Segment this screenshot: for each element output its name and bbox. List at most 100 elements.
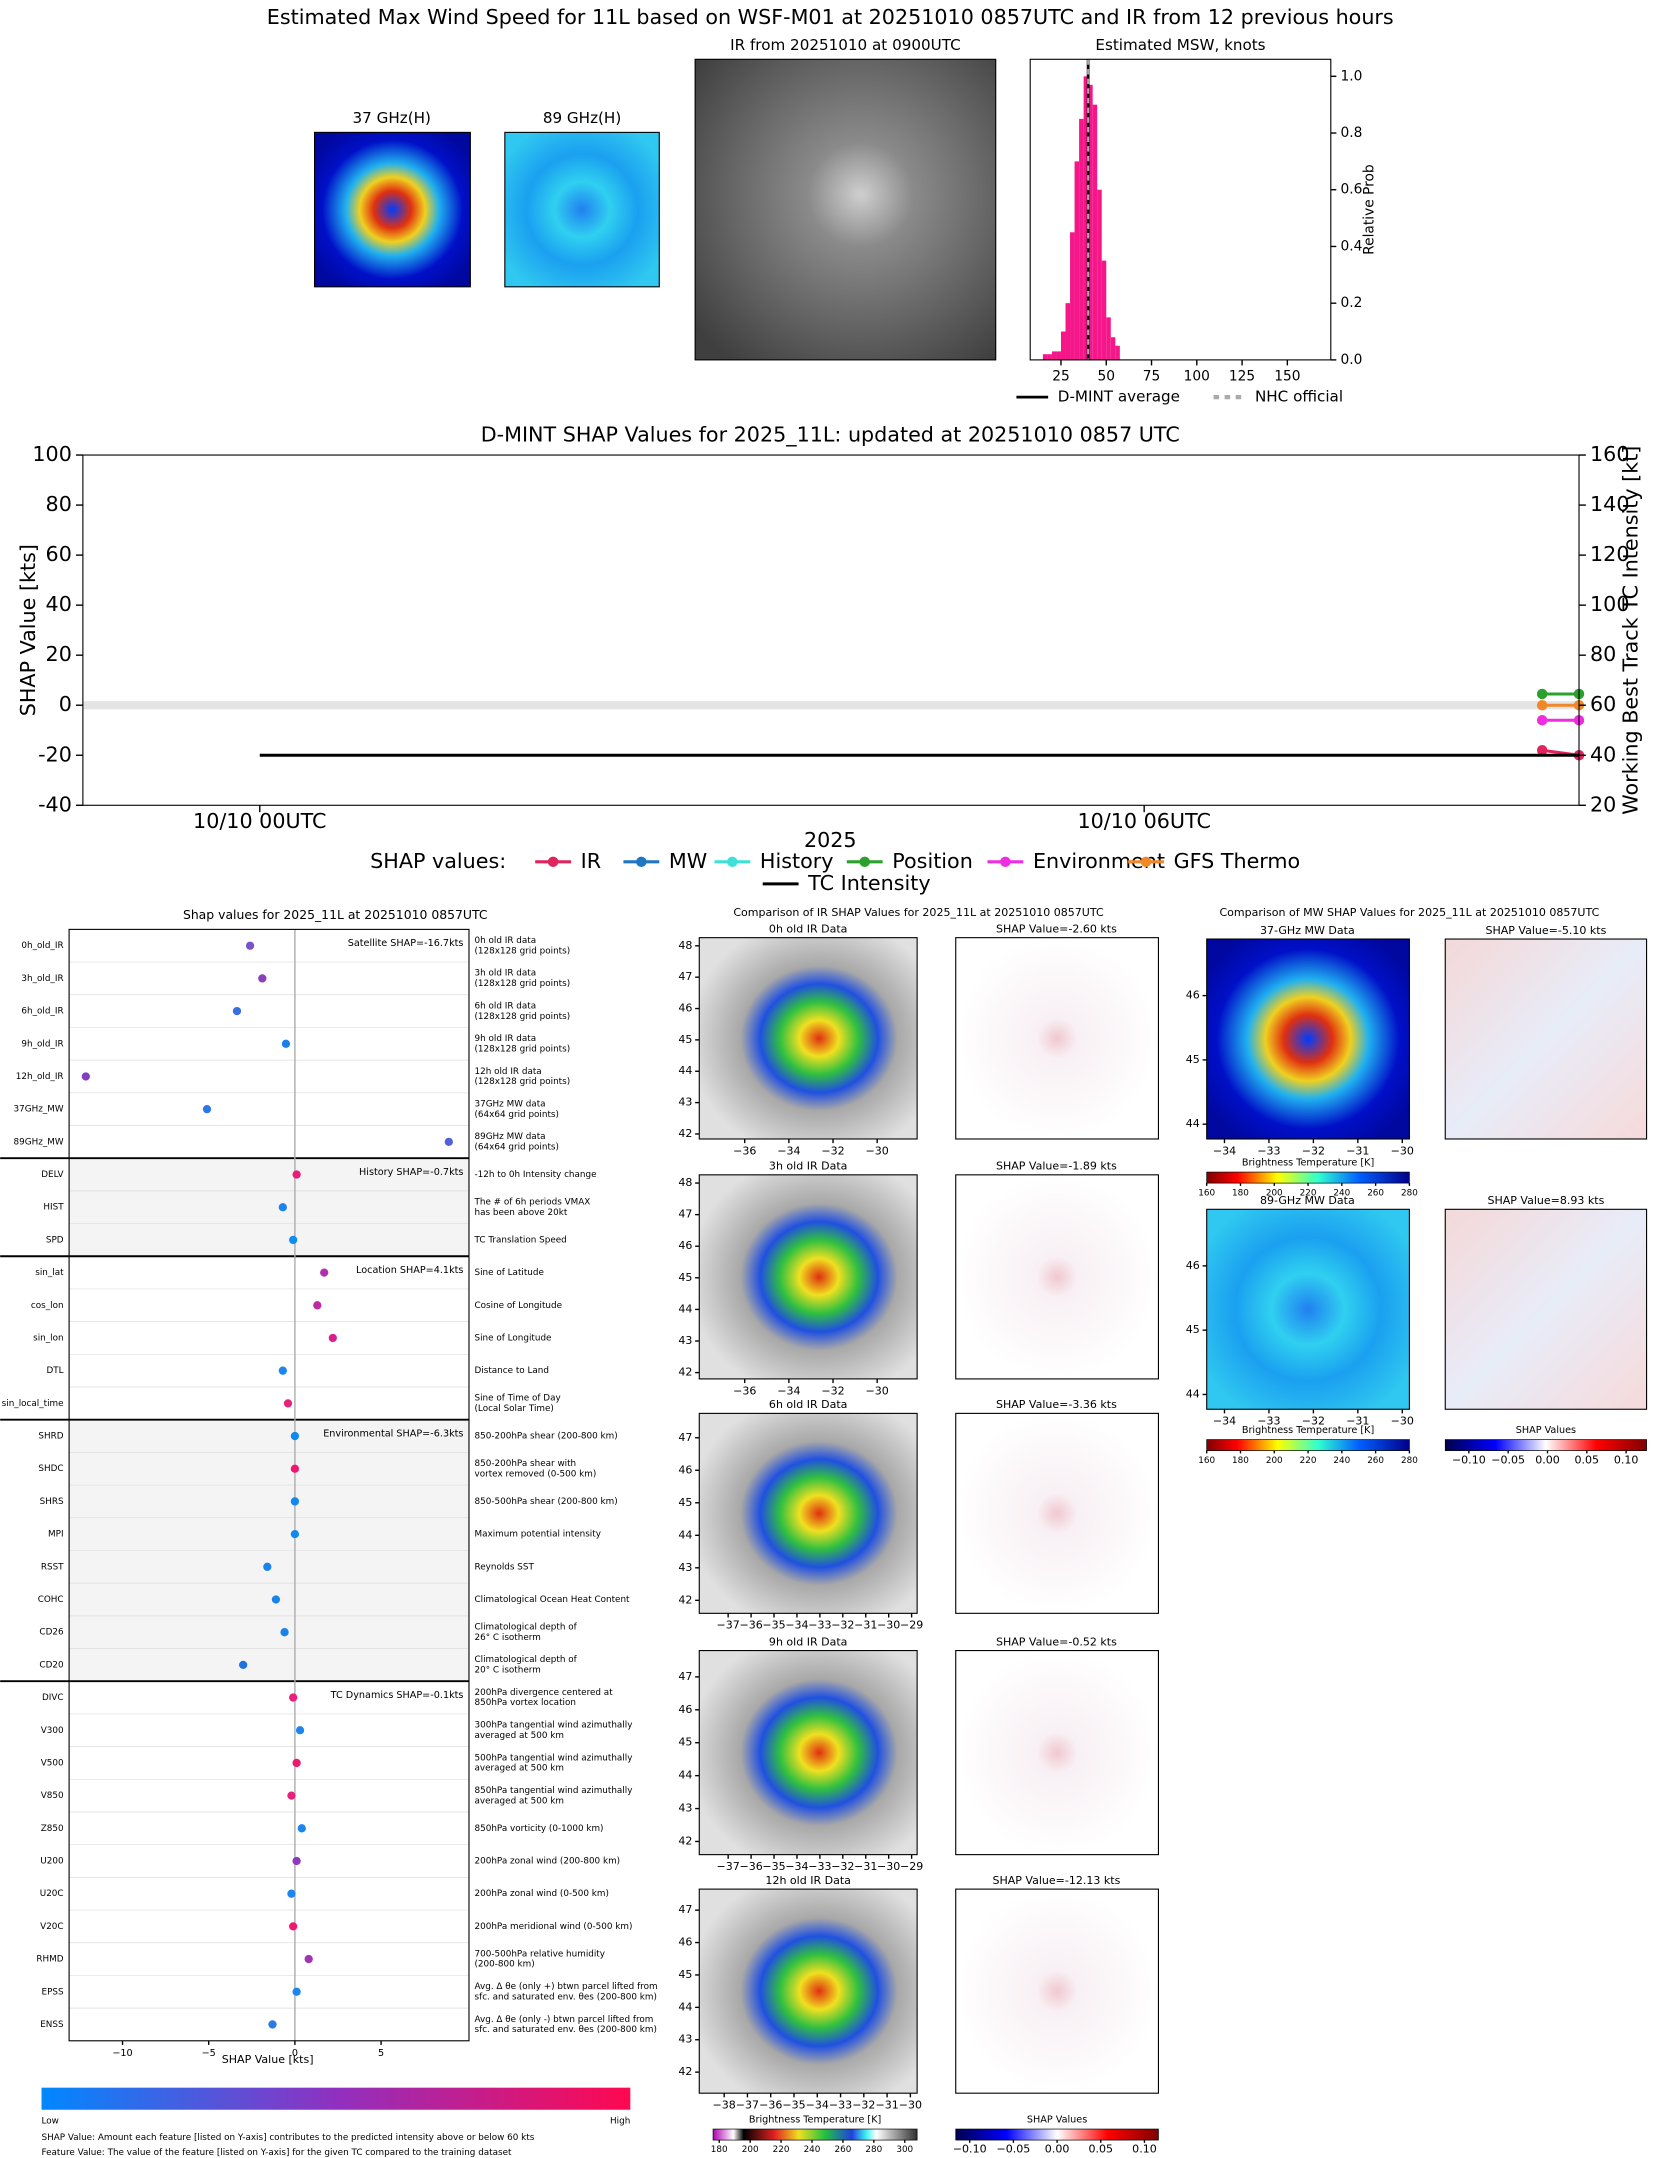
- y-tick-label: 43: [678, 1096, 692, 1109]
- feature-description: 26° C isotherm: [474, 1633, 540, 1643]
- image-panel: [955, 1174, 1159, 1380]
- y-tick-label: -40: [38, 792, 72, 816]
- feature-description: Cosine of Longitude: [474, 1301, 562, 1311]
- figure-title: Estimated Max Wind Speed for 11L based o…: [267, 5, 1394, 29]
- legend-marker: [547, 856, 559, 868]
- feature-label: RSST: [41, 1562, 64, 1572]
- y2-tick-label: 100: [1590, 592, 1629, 616]
- feature-label: V850: [41, 1791, 64, 1801]
- feature-label: U200: [40, 1857, 64, 1867]
- x-tick-label: −34: [777, 1384, 800, 1397]
- legend-label: History: [760, 849, 834, 873]
- image-title: IR from 20251010 at 0900UTC: [730, 36, 961, 54]
- x-tick-label: −34: [777, 1144, 800, 1157]
- y-tick-label: 44: [1186, 1117, 1200, 1130]
- feature-label: CD20: [39, 1660, 64, 1670]
- feature-description: 3h old IR data: [474, 969, 536, 979]
- colorbar-tick-label: 260: [835, 2145, 852, 2155]
- legend-label: GFS Thermo: [1174, 849, 1301, 873]
- feature-description: Climatological Ocean Heat Content: [474, 1595, 630, 1605]
- shap-dot: [292, 1758, 301, 1768]
- colorbar-label: Brightness Temperature [K]: [1242, 1425, 1374, 1436]
- x-tick-label: −35: [762, 1619, 785, 1632]
- shap-dot: [202, 1105, 212, 1114]
- x-tick-label: −37: [717, 1619, 740, 1632]
- shap-dot: [328, 1333, 337, 1343]
- panel-title: 0h old IR Data: [769, 922, 848, 935]
- panel-title: 37-GHz MW Data: [1260, 924, 1355, 937]
- feature-description: 6h old IR data: [474, 1001, 536, 1011]
- shap-dot: [289, 1922, 298, 1931]
- feature-label: V300: [41, 1726, 64, 1736]
- shap-dot: [290, 1431, 300, 1441]
- colorbar-label: SHAP Values: [1516, 1425, 1576, 1436]
- y-tick-label: 0.6: [1340, 182, 1362, 198]
- colorbar-tick-label: −0.05: [1491, 1453, 1525, 1466]
- colorbar-tick-label: −0.05: [997, 2143, 1031, 2156]
- x-tick-label: −30: [899, 2099, 922, 2112]
- x-tick-label: −36: [759, 2099, 782, 2112]
- axes-frame: [1029, 58, 1332, 361]
- panel-title: 3h old IR Data: [769, 1160, 848, 1173]
- feature-label: HIST: [43, 1203, 64, 1213]
- feature-description: 850-500hPa shear (200-800 km): [474, 1497, 617, 1507]
- feature-description: (128x128 grid points): [474, 1012, 570, 1022]
- shap-dot: [258, 974, 267, 983]
- feature-label: sin_lon: [33, 1333, 63, 1343]
- x-tick-label: −30: [877, 1860, 900, 1873]
- panel-title: SHAP Value=-12.13 kts: [992, 1874, 1120, 1887]
- feature-description: 200hPa meridional wind (0-500 km): [474, 1922, 632, 1932]
- feature-description: Sine of Time of Day: [474, 1394, 560, 1404]
- x-tick-label: −32: [831, 1860, 854, 1873]
- x-tick-label: −35: [782, 2099, 805, 2112]
- feature-description: 850hPa vorticity (0-1000 km): [474, 1824, 603, 1834]
- feature-label: sin_local_time: [2, 1399, 64, 1409]
- y-tick-label: 46: [1186, 1259, 1200, 1272]
- bar: [1051, 351, 1057, 360]
- shap-dot: [289, 1693, 298, 1702]
- x-tick-label: −36: [739, 1860, 762, 1873]
- colorbar-label: SHAP Values: [1027, 2114, 1087, 2125]
- feature-description: (64x64 grid points): [474, 1110, 558, 1120]
- image-panel: [1206, 938, 1410, 1140]
- y-axis-label: Relative Prob: [1361, 164, 1377, 254]
- section-title: Comparison of IR SHAP Values for 2025_11…: [733, 906, 1104, 919]
- legend-label: TC Intensity: [807, 871, 930, 895]
- colorbar-tick-label: 180: [711, 2145, 728, 2155]
- y-tick-label: 43: [678, 1561, 692, 1574]
- bar: [1101, 260, 1107, 360]
- image-panel: [698, 1888, 918, 2094]
- panel-title: 12h old IR Data: [765, 1874, 851, 1887]
- feature-label: COHC: [38, 1595, 64, 1605]
- y-tick-label: 42: [678, 1127, 692, 1140]
- feature-label: DTL: [46, 1366, 63, 1376]
- feature-description: averaged at 500 km: [474, 1731, 563, 1741]
- y-tick-label: 20: [46, 642, 72, 666]
- feature-description: 9h old IR data: [474, 1034, 536, 1044]
- bar: [1097, 189, 1102, 360]
- y-tick-label: 0.0: [1340, 352, 1362, 368]
- panel-title: SHAP Value=-0.52 kts: [996, 1635, 1117, 1648]
- feature-label: V20C: [40, 1922, 63, 1932]
- colorbar-tick-label: 240: [1333, 1188, 1350, 1198]
- panel-title: 89-GHz MW Data: [1260, 1194, 1355, 1207]
- feature-label: SHDC: [38, 1464, 63, 1474]
- bar: [1056, 351, 1061, 360]
- colorbar-tick-label: 0.05: [1575, 1453, 1600, 1466]
- feature-label: DIVC: [42, 1693, 64, 1703]
- x-tick-label: −36: [739, 1619, 762, 1632]
- feature-description: 37GHz MW data: [474, 1100, 545, 1110]
- series-point: [1536, 699, 1548, 711]
- y-tick-label: 42: [678, 1366, 692, 1379]
- image-89ghz: [504, 131, 660, 288]
- colorbar-tick-label: 160: [1198, 1188, 1215, 1198]
- y-axis-label: SHAP Value [kts]: [16, 544, 40, 716]
- colorbar-tick-label: 220: [1300, 1456, 1317, 1466]
- colorbar: [1444, 1439, 1647, 1451]
- shap-dot: [292, 1987, 301, 1996]
- y-tick-label: 45: [1186, 1053, 1200, 1066]
- feature-description: TC Translation Speed: [473, 1235, 566, 1245]
- shap-dot: [313, 1301, 322, 1310]
- x-tick-label: −5: [202, 2048, 216, 2059]
- group-label: Location SHAP=4.1kts: [356, 1265, 463, 1276]
